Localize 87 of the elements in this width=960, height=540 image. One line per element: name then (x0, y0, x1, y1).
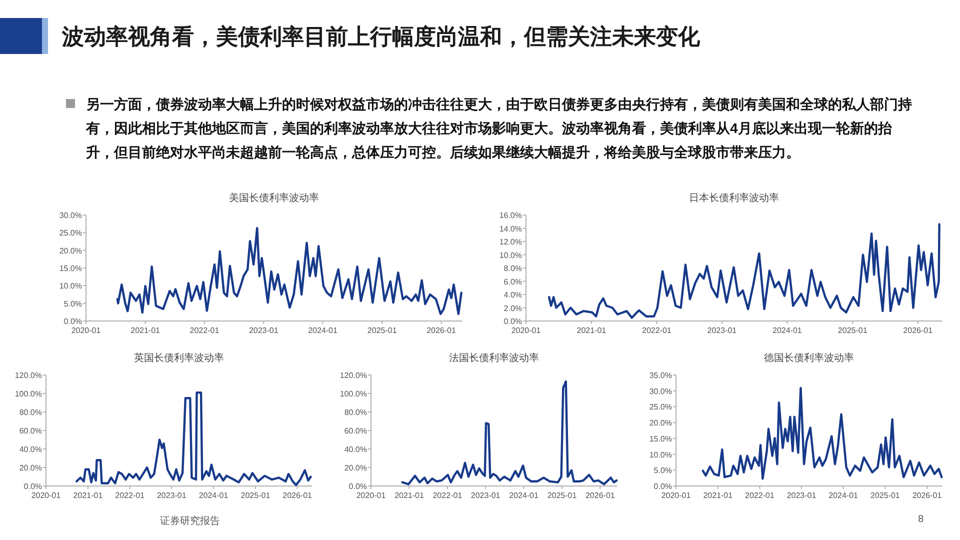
y-tick-label: 10.0% (59, 282, 82, 291)
y-tick-label: 40.0% (19, 445, 42, 454)
line-series (401, 380, 618, 486)
x-tick-label: 2021-01 (73, 491, 104, 500)
y-tick-label: 40.0% (344, 445, 367, 454)
y-tick-label: 80.0% (19, 408, 42, 417)
y-tick-label: 20.0% (344, 464, 367, 472)
x-tick-label: 2024-01 (308, 326, 338, 335)
x-tick-label: 2025-01 (870, 491, 900, 500)
x-tick-label: 2024-01 (198, 491, 229, 500)
y-tick-label: 120.0% (14, 371, 42, 380)
y-tick-label: 4.0% (504, 290, 522, 300)
line-series (702, 386, 943, 480)
y-tick-label: 15.0% (59, 264, 82, 273)
y-tick-label: 0.0% (654, 482, 672, 491)
x-tick-label: 2026-01 (912, 491, 942, 500)
x-tick-label: 2023-01 (470, 491, 501, 500)
line-series (76, 391, 312, 486)
y-tick-label: 10.0% (499, 250, 522, 260)
y-tick-label: 16.0% (499, 211, 522, 220)
x-tick-label: 2023-01 (707, 326, 738, 335)
x-tick-label: 2026-01 (585, 491, 616, 500)
x-tick-label: 2026-01 (426, 326, 456, 335)
y-tick-label: 120.0% (340, 371, 367, 380)
y-tick-label: 0.0% (348, 482, 367, 491)
y-tick-label: 25.0% (649, 402, 672, 412)
x-tick-label: 2024-01 (828, 491, 859, 500)
y-tick-label: 0.0% (24, 482, 42, 491)
y-tick-label: 10.0% (649, 450, 672, 460)
y-tick-label: 20.0% (59, 246, 82, 256)
x-tick-label: 2024-01 (509, 491, 539, 500)
line-series (116, 226, 462, 316)
y-tick-label: 2.0% (504, 304, 522, 313)
y-tick-label: 12.0% (499, 238, 522, 246)
x-tick-label: 2022-01 (115, 491, 146, 500)
y-tick-label: 100.0% (14, 390, 42, 398)
x-tick-label: 2024-01 (772, 326, 802, 335)
y-tick-label: 60.0% (19, 426, 42, 436)
x-tick-label: 2021-01 (576, 326, 607, 335)
y-tick-label: 0.0% (504, 317, 522, 326)
y-tick-label: 5.0% (64, 299, 82, 308)
chart-title: 德国长债利率波动率 (764, 352, 854, 364)
x-tick-label: 2021-01 (394, 491, 424, 500)
chart-title: 日本长债利率波动率 (689, 192, 779, 204)
y-tick-label: 100.0% (340, 390, 367, 398)
x-tick-label: 2025-01 (547, 491, 578, 500)
x-tick-label: 2022-01 (190, 326, 220, 335)
x-tick-label: 2020-01 (356, 491, 386, 500)
y-tick-label: 35.0% (649, 371, 672, 380)
y-tick-label: 6.0% (504, 277, 522, 286)
y-tick-label: 30.0% (649, 386, 672, 396)
x-tick-label: 2020-01 (511, 326, 542, 335)
y-tick-label: 60.0% (344, 426, 367, 436)
x-tick-label: 2025-01 (367, 326, 398, 335)
x-tick-label: 2023-01 (786, 491, 817, 500)
x-tick-label: 2025-01 (838, 326, 868, 335)
x-tick-label: 2022-01 (642, 326, 672, 335)
y-tick-label: 80.0% (344, 408, 367, 417)
x-tick-label: 2026-01 (282, 491, 313, 500)
text: 波动率视角看，美债利率目前上行幅度尚温和，但需关注未来变化 (62, 23, 700, 51)
y-tick-label: 15.0% (649, 434, 672, 444)
x-tick-label: 2023-01 (248, 326, 279, 335)
x-tick-label: 2023-01 (156, 491, 187, 500)
x-tick-label: 2026-01 (903, 326, 934, 335)
y-tick-label: 20.0% (19, 464, 42, 472)
y-tick-label: 20.0% (649, 418, 672, 428)
y-tick-label: 30.0% (59, 211, 82, 220)
text: 证券研究报告 (160, 514, 220, 528)
x-tick-label: 2021-01 (703, 491, 734, 500)
x-tick-label: 2020-01 (661, 491, 692, 500)
y-tick-label: 5.0% (654, 466, 672, 476)
x-tick-label: 2022-01 (745, 491, 775, 500)
text: 另一方面，债券波动率大幅上升的时候对权益市场的冲击往往更大，由于欧日债券更多由央行持有，美债则有美国和全球的私人部门持有，因此相比于其他地区而言，美国的利率波动率放大往往对市场影响更大。波动率视角看，美债利率从4月底以来出现一轮新的抬升，但目前绝对水平尚未超越前一轮高点，总体压力可控。后续如果继续大幅提升，将给美股与全球股市带来压力。 (86, 95, 913, 162)
x-tick-label: 2020-01 (31, 491, 62, 500)
y-tick-label: 14.0% (499, 224, 522, 234)
y-tick-label: 0.0% (64, 317, 82, 326)
y-tick-label: 25.0% (59, 228, 82, 238)
line-series (548, 223, 940, 319)
x-tick-label: 2020-01 (71, 326, 102, 335)
y-tick-label: 8.0% (504, 264, 522, 273)
chart-title: 美国长债利率波动率 (229, 192, 319, 204)
text: 8 (918, 514, 924, 525)
x-tick-label: 2022-01 (432, 491, 463, 500)
x-tick-label: 2021-01 (130, 326, 161, 335)
chart-title: 英国长债利率波动率 (134, 352, 224, 364)
x-tick-label: 2025-01 (240, 491, 271, 500)
chart-title: 法国长债利率波动率 (449, 352, 539, 364)
